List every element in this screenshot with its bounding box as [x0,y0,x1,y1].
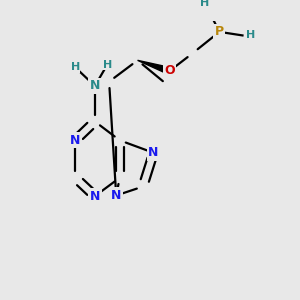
Text: H: H [103,60,112,70]
Text: H: H [200,0,209,8]
Text: N: N [70,134,80,147]
Text: H: H [246,30,255,40]
Text: N: N [111,189,122,202]
Text: H: H [71,62,80,72]
Polygon shape [138,60,171,74]
Text: P: P [215,26,224,38]
Text: N: N [148,146,159,159]
Text: N: N [90,80,100,92]
Text: O: O [164,64,175,77]
Text: N: N [90,190,100,203]
